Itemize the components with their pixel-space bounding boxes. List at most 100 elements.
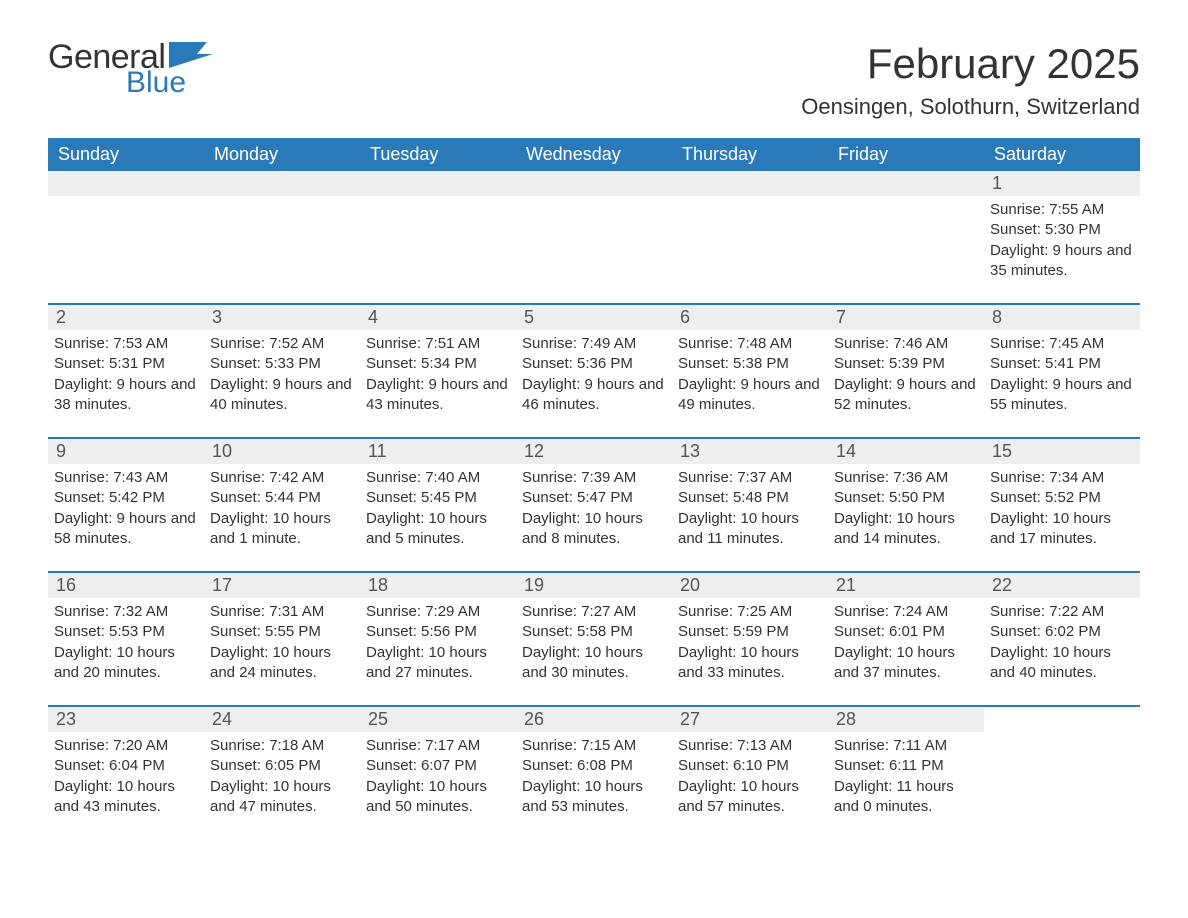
- day-number: 25: [360, 707, 516, 732]
- day-sunrise: Sunrise: 7:13 AM: [678, 736, 822, 756]
- day-number: 4: [360, 305, 516, 330]
- calendar-day-cell: 16Sunrise: 7:32 AMSunset: 5:53 PMDayligh…: [48, 572, 204, 706]
- day-number: 7: [828, 305, 984, 330]
- day-number: 3: [204, 305, 360, 330]
- day-sunrise: Sunrise: 7:22 AM: [990, 602, 1134, 622]
- day-sunset: Sunset: 5:58 PM: [522, 622, 666, 642]
- day-daylight: Daylight: 9 hours and 40 minutes.: [210, 375, 354, 416]
- day-sunset: Sunset: 5:30 PM: [990, 220, 1134, 240]
- calendar-empty-cell: [360, 171, 516, 304]
- day-sunset: Sunset: 5:53 PM: [54, 622, 198, 642]
- weekday-header: Friday: [828, 138, 984, 171]
- calendar-empty-cell: [516, 171, 672, 304]
- day-number: [48, 171, 204, 196]
- day-sunrise: Sunrise: 7:11 AM: [834, 736, 978, 756]
- calendar-body: 1Sunrise: 7:55 AMSunset: 5:30 PMDaylight…: [48, 171, 1140, 839]
- day-sunrise: Sunrise: 7:34 AM: [990, 468, 1134, 488]
- calendar-day-cell: 27Sunrise: 7:13 AMSunset: 6:10 PMDayligh…: [672, 706, 828, 839]
- day-daylight: Daylight: 10 hours and 14 minutes.: [834, 509, 978, 550]
- day-number: 6: [672, 305, 828, 330]
- day-sunset: Sunset: 5:52 PM: [990, 488, 1134, 508]
- calendar-day-cell: 14Sunrise: 7:36 AMSunset: 5:50 PMDayligh…: [828, 438, 984, 572]
- calendar-day-cell: 25Sunrise: 7:17 AMSunset: 6:07 PMDayligh…: [360, 706, 516, 839]
- weekday-header: Tuesday: [360, 138, 516, 171]
- day-sunrise: Sunrise: 7:36 AM: [834, 468, 978, 488]
- calendar-empty-cell: [672, 171, 828, 304]
- calendar-day-cell: 1Sunrise: 7:55 AMSunset: 5:30 PMDaylight…: [984, 171, 1140, 304]
- calendar-empty-cell: [204, 171, 360, 304]
- calendar-day-cell: 26Sunrise: 7:15 AMSunset: 6:08 PMDayligh…: [516, 706, 672, 839]
- day-daylight: Daylight: 10 hours and 17 minutes.: [990, 509, 1134, 550]
- weekday-header: Wednesday: [516, 138, 672, 171]
- day-number: 23: [48, 707, 204, 732]
- calendar-empty-cell: [48, 171, 204, 304]
- day-sunrise: Sunrise: 7:46 AM: [834, 334, 978, 354]
- day-sunrise: Sunrise: 7:24 AM: [834, 602, 978, 622]
- day-number: [204, 171, 360, 196]
- day-sunset: Sunset: 5:59 PM: [678, 622, 822, 642]
- weekday-header: Monday: [204, 138, 360, 171]
- day-sunset: Sunset: 5:48 PM: [678, 488, 822, 508]
- day-daylight: Daylight: 9 hours and 52 minutes.: [834, 375, 978, 416]
- day-sunset: Sunset: 5:33 PM: [210, 354, 354, 374]
- day-daylight: Daylight: 10 hours and 30 minutes.: [522, 643, 666, 684]
- day-sunrise: Sunrise: 7:32 AM: [54, 602, 198, 622]
- calendar-week-row: 16 Sunrise: 7:32 AMSunset: 5:53 PM Dayligh…: [48, 572, 1140, 706]
- calendar-day-cell: 22Sunrise: 7:22 AMSunset: 6:02 PMDayligh…: [984, 572, 1140, 706]
- day-number: 27: [672, 707, 828, 732]
- day-daylight: Daylight: 10 hours and 53 minutes.: [522, 777, 666, 818]
- day-sunset: Sunset: 6:02 PM: [990, 622, 1134, 642]
- day-sunrise: Sunrise: 7:42 AM: [210, 468, 354, 488]
- calendar-week-row: 1Sunrise: 7:55 AMSunset: 5:30 PMDaylight…: [48, 171, 1140, 304]
- day-number: 16: [48, 573, 204, 598]
- brand-word-2: Blue: [126, 68, 213, 98]
- day-sunrise: Sunrise: 7:55 AM: [990, 200, 1134, 220]
- day-sunset: Sunset: 5:50 PM: [834, 488, 978, 508]
- calendar-week-row: 23Sunrise: 7:20 AMSunset: 6:04 PMDayligh…: [48, 706, 1140, 839]
- day-number: 2: [48, 305, 204, 330]
- calendar-day-cell: 3 Sunrise: 7:52 AMSunset: 5:33 PMDaylight…: [204, 304, 360, 438]
- calendar-day-cell: 20Sunrise: 7:25 AMSunset: 5:59 PMDayligh…: [672, 572, 828, 706]
- day-number: [672, 171, 828, 196]
- day-number: 17: [204, 573, 360, 598]
- day-sunrise: Sunrise: 7:49 AM: [522, 334, 666, 354]
- weekday-header-row: SundayMondayTuesdayWednesdayThursdayFrid…: [48, 138, 1140, 171]
- day-sunrise: Sunrise: 7:39 AM: [522, 468, 666, 488]
- day-daylight: Daylight: 9 hours and 38 minutes.: [54, 375, 198, 416]
- day-daylight: Daylight: 10 hours and 37 minutes.: [834, 643, 978, 684]
- calendar-day-cell: 4Sunrise: 7:51 AMSunset: 5:34 PMDaylight…: [360, 304, 516, 438]
- day-sunset: Sunset: 6:07 PM: [366, 756, 510, 776]
- month-title: February 2025: [801, 40, 1140, 88]
- day-daylight: Daylight: 10 hours and 50 minutes.: [366, 777, 510, 818]
- calendar-day-cell: 13Sunrise: 7:37 AMSunset: 5:48 PMDayligh…: [672, 438, 828, 572]
- day-sunset: Sunset: 5:55 PM: [210, 622, 354, 642]
- day-daylight: Daylight: 10 hours and 57 minutes.: [678, 777, 822, 818]
- day-number: 12: [516, 439, 672, 464]
- day-sunrise: Sunrise: 7:15 AM: [522, 736, 666, 756]
- page-header: General Blue February 2025 Oensingen, So…: [48, 40, 1140, 120]
- day-sunrise: Sunrise: 7:45 AM: [990, 334, 1134, 354]
- weekday-header: Saturday: [984, 138, 1140, 171]
- day-number: 11: [360, 439, 516, 464]
- day-sunrise: Sunrise: 7:20 AM: [54, 736, 198, 756]
- weekday-header: Sunday: [48, 138, 204, 171]
- day-number: 21: [828, 573, 984, 598]
- day-daylight: Daylight: 10 hours and 24 minutes.: [210, 643, 354, 684]
- calendar-day-cell: 19Sunrise: 7:27 AMSunset: 5:58 PMDayligh…: [516, 572, 672, 706]
- day-sunrise: Sunrise: 7:52 AM: [210, 334, 354, 354]
- day-sunset: Sunset: 5:47 PM: [522, 488, 666, 508]
- day-sunset: Sunset: 5:44 PM: [210, 488, 354, 508]
- day-number: 18: [360, 573, 516, 598]
- day-sunset: Sunset: 6:01 PM: [834, 622, 978, 642]
- day-daylight: Daylight: 9 hours and 43 minutes.: [366, 375, 510, 416]
- day-number: 28: [828, 707, 984, 732]
- day-sunrise: Sunrise: 7:31 AM: [210, 602, 354, 622]
- day-daylight: Daylight: 11 hours and 0 minutes.: [834, 777, 978, 818]
- day-number: 22: [984, 573, 1140, 598]
- day-daylight: Daylight: 9 hours and 35 minutes.: [990, 241, 1134, 282]
- day-daylight: Daylight: 10 hours and 5 minutes.: [366, 509, 510, 550]
- weekday-header: Thursday: [672, 138, 828, 171]
- calendar-day-cell: 2Sunrise: 7:53 AMSunset: 5:31 PMDaylight…: [48, 304, 204, 438]
- calendar-week-row: 2Sunrise: 7:53 AMSunset: 5:31 PMDaylight…: [48, 304, 1140, 438]
- brand-logo: General Blue: [48, 40, 213, 98]
